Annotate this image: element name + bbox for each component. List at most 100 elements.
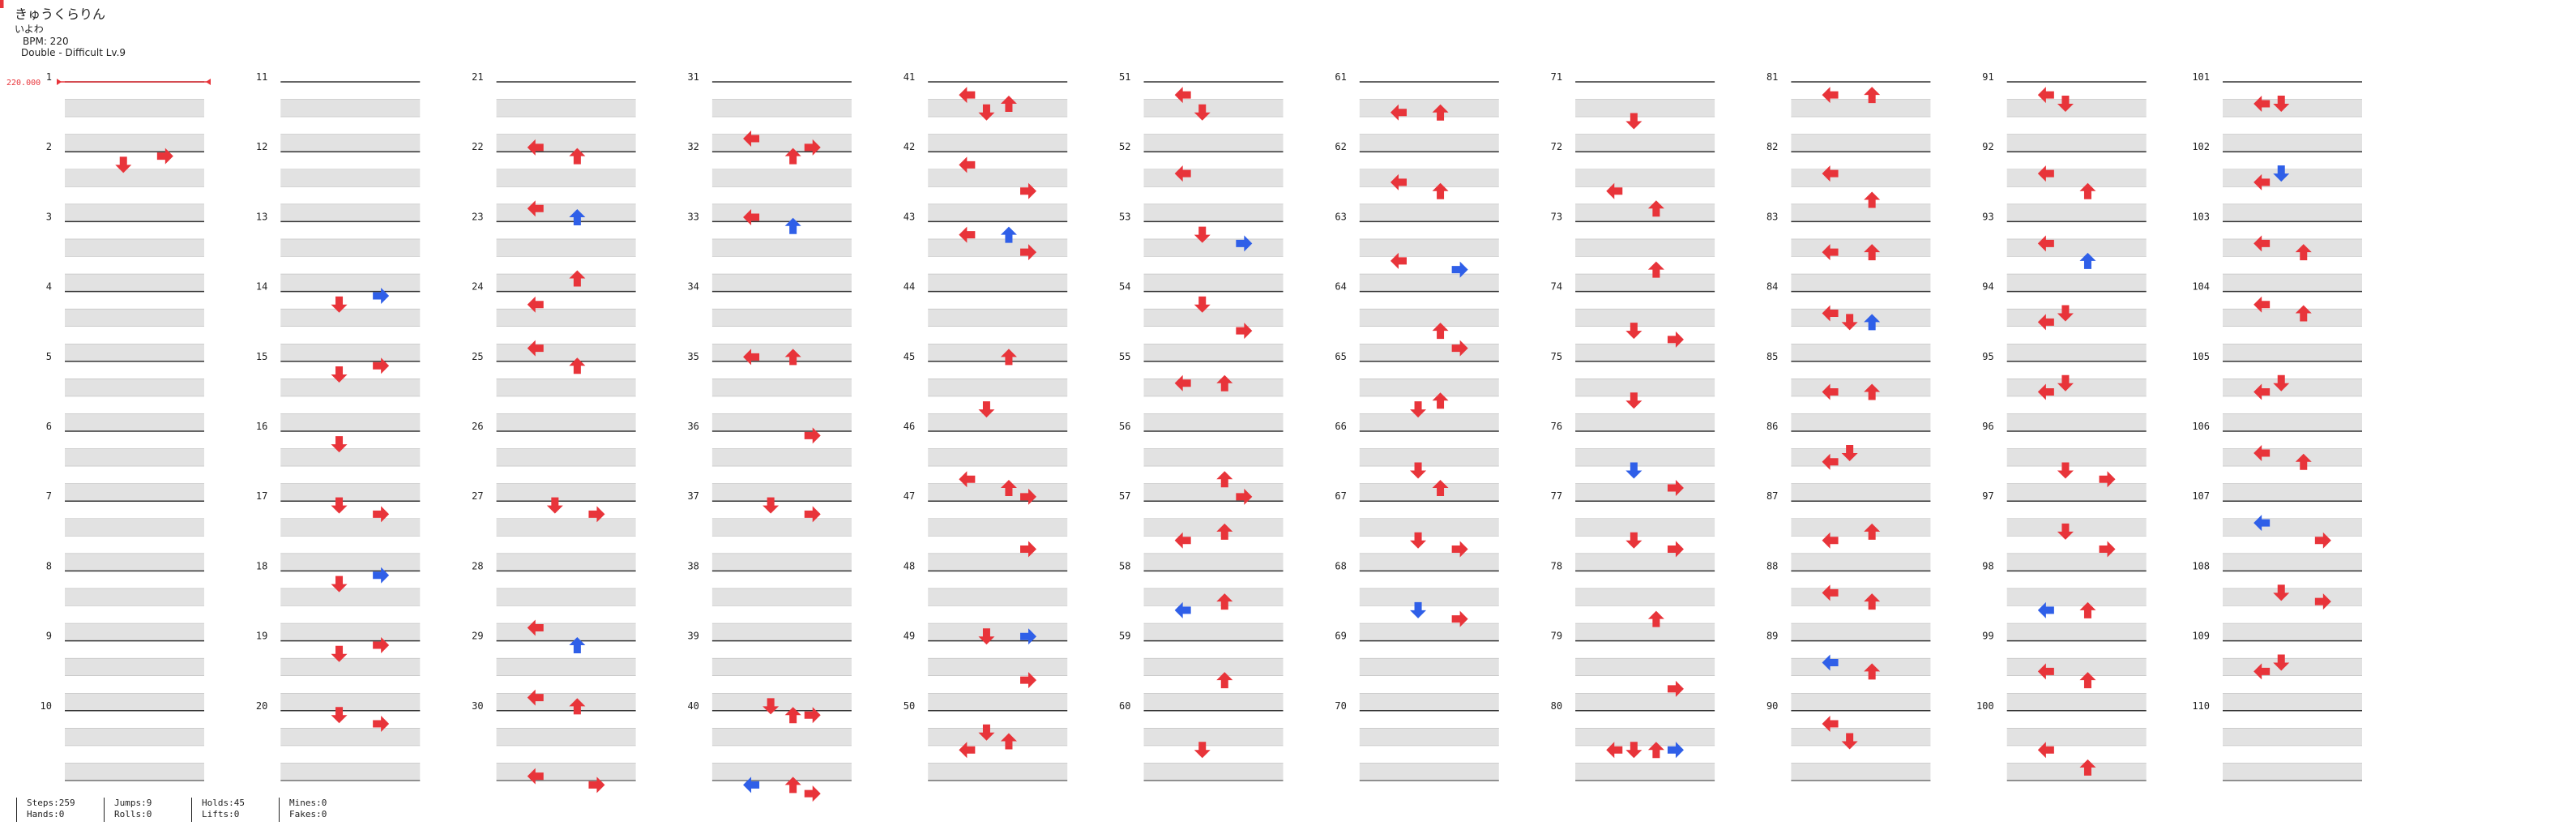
beat-stripe: [496, 203, 636, 222]
step-note: [2253, 663, 2271, 680]
step-note: [2314, 593, 2331, 610]
measure-number: 16: [256, 421, 267, 432]
measure-number: 49: [904, 631, 915, 642]
measure-number: 100: [1976, 700, 1994, 712]
beat-stripe: [928, 518, 1068, 537]
measure-number: 33: [687, 211, 698, 222]
measure-number: 88: [1766, 560, 1778, 571]
step-note: [1667, 541, 1684, 558]
step-note: [2273, 584, 2290, 601]
step-note: [1647, 261, 1664, 278]
stat-group: Jumps:9 Rolls:0: [104, 798, 195, 822]
beat-stripe: [928, 693, 1068, 711]
step-note: [2253, 235, 2271, 252]
measure-number: 85: [1766, 351, 1778, 362]
step-note: [804, 139, 821, 156]
measure-number: 50: [904, 700, 915, 712]
beat-stripe: [2223, 169, 2362, 187]
beat-stripe: [1791, 203, 1931, 222]
step-note: [2057, 523, 2074, 540]
measure-number: 9: [46, 631, 52, 642]
beat-stripe: [280, 728, 421, 746]
measure-number: 86: [1766, 421, 1778, 432]
beat-stripe: [496, 379, 636, 396]
beat-stripe: [496, 553, 636, 571]
beat-stripe: [1791, 99, 1931, 118]
measure-number: 75: [1551, 351, 1562, 362]
bpm-label: BPM: 220: [23, 35, 69, 47]
measure-number: 43: [904, 211, 915, 222]
measure-number: 65: [1335, 351, 1346, 362]
beat-stripe: [496, 518, 636, 537]
beat-stripe: [2006, 203, 2147, 222]
step-note: [2057, 95, 2074, 112]
measure-number: 7: [46, 490, 52, 502]
beat-stripe: [711, 553, 852, 571]
beat-stripe: [280, 169, 421, 187]
step-note: [1174, 87, 1191, 104]
beat-stripe: [2006, 309, 2147, 327]
step-note: [1841, 733, 1858, 750]
step-note: [959, 87, 976, 104]
measure-number: 109: [2192, 631, 2210, 642]
beat-stripe: [1359, 203, 1499, 222]
beat-stripe: [1359, 658, 1499, 676]
measure-number: 84: [1766, 281, 1778, 293]
step-note: [569, 148, 586, 165]
step-note: [373, 715, 390, 732]
step-note: [1020, 628, 1037, 645]
beat-stripe: [65, 379, 204, 396]
measure-number: 70: [1335, 700, 1346, 712]
step-note: [1432, 392, 1449, 409]
beat-stripe: [280, 553, 421, 571]
beat-stripe: [280, 274, 421, 292]
beat-stripe: [2223, 483, 2362, 502]
step-note: [1864, 191, 1881, 208]
step-note: [1667, 480, 1684, 497]
step-note: [784, 707, 801, 724]
beat-stripe: [1575, 623, 1715, 641]
beat-stripe: [280, 763, 421, 781]
step-note: [1174, 532, 1191, 549]
measure-number: 39: [687, 631, 698, 642]
beat-stripe: [1575, 693, 1715, 711]
step-note: [1822, 584, 1839, 601]
measure-number: 26: [472, 421, 483, 432]
step-note: [2057, 462, 2074, 479]
measure-number: 22: [472, 141, 483, 152]
beat-stripe: [280, 379, 421, 396]
beat-stripe: [2223, 99, 2362, 118]
step-note: [978, 628, 995, 645]
beat-stripe: [1575, 309, 1715, 327]
step-note: [1625, 742, 1643, 759]
beat-stripe: [1359, 309, 1499, 327]
beat-stripe: [1143, 99, 1284, 118]
beat-stripe: [1143, 344, 1284, 362]
step-note: [1667, 742, 1684, 759]
step-note: [1606, 182, 1623, 199]
beat-stripe: [65, 134, 204, 152]
measure-number: 23: [472, 211, 483, 222]
measure-number: 29: [472, 631, 483, 642]
beat-stripe: [1143, 728, 1284, 746]
step-note: [1174, 165, 1191, 182]
beat-stripe: [1575, 483, 1715, 502]
step-note: [2253, 95, 2271, 112]
step-note: [784, 777, 801, 794]
step-note: [1410, 601, 1427, 618]
step-note: [569, 636, 586, 653]
beat-stripe: [711, 169, 852, 187]
beat-stripe: [1143, 658, 1284, 676]
beat-stripe: [1791, 413, 1931, 431]
measure-number: 13: [256, 211, 267, 222]
step-note: [2295, 244, 2312, 261]
chart-column: 41 42 43 44 45 46 47 48 49 50: [904, 71, 1068, 781]
beat-stripe: [496, 693, 636, 711]
step-note: [978, 104, 995, 121]
chart-column: 81 82 83 84 85 86 87 88 89 90: [1766, 71, 1931, 781]
beat-stripe: [711, 309, 852, 327]
beat-stripe: [928, 588, 1068, 606]
beat-stripe: [711, 483, 852, 502]
bpm-marker-label: 220.000: [6, 79, 41, 88]
